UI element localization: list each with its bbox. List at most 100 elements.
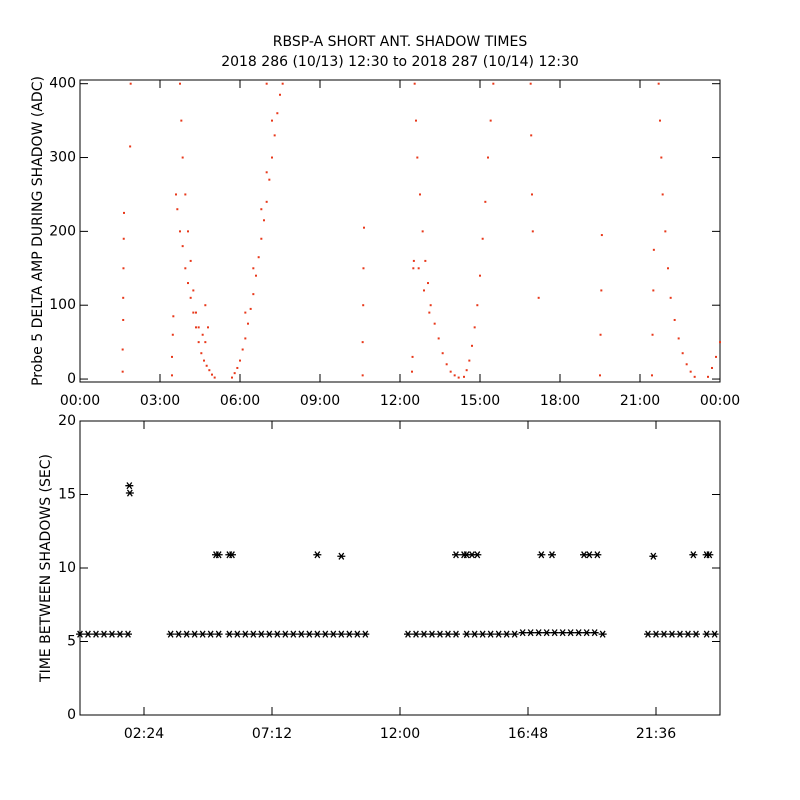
data-point — [644, 630, 652, 638]
data-point — [166, 630, 175, 638]
data-point — [465, 369, 468, 372]
data-point — [179, 230, 181, 233]
data-point — [116, 630, 124, 638]
y-axis-label: Probe 5 DELTA AMP DURING SHADOW (ADC) — [30, 76, 46, 386]
x-tick-label: 18:00 — [540, 393, 580, 409]
x-tick-label: 09:00 — [300, 393, 340, 409]
data-point — [273, 134, 276, 137]
data-point — [470, 630, 479, 638]
data-point — [452, 551, 460, 559]
data-point — [468, 359, 471, 362]
chart-subtitle: 2018 286 (10/13) 12:30 to 2018 287 (10/1… — [221, 54, 579, 70]
data-point — [225, 630, 234, 638]
data-point — [297, 630, 306, 638]
data-point — [566, 629, 575, 637]
data-point — [692, 630, 700, 638]
data-point — [180, 119, 183, 122]
data-point — [362, 267, 365, 270]
data-point — [659, 119, 661, 122]
data-point — [192, 311, 195, 314]
data-point — [361, 630, 370, 638]
data-point — [668, 630, 676, 638]
data-point — [353, 630, 362, 638]
data-point — [489, 119, 492, 122]
data-point — [664, 230, 667, 233]
data-point — [313, 630, 322, 638]
data-point — [244, 337, 247, 340]
x-tick-label: 06:00 — [220, 393, 260, 409]
data-point — [363, 226, 365, 229]
data-point — [667, 267, 669, 270]
data-point — [281, 82, 284, 85]
data-point — [600, 234, 603, 237]
data-point — [428, 311, 431, 314]
y-tick-label: 400 — [49, 76, 76, 92]
data-point — [187, 230, 189, 233]
data-point — [181, 156, 184, 159]
data-point — [182, 630, 191, 638]
data-point — [233, 630, 242, 638]
data-point — [502, 630, 511, 638]
data-point — [411, 355, 414, 358]
data-point — [361, 341, 364, 344]
x-tick-label: 07:12 — [252, 726, 292, 742]
data-point — [600, 289, 603, 292]
data-point — [424, 259, 427, 262]
data-point — [715, 355, 717, 358]
data-point — [681, 352, 684, 355]
data-point — [415, 119, 417, 122]
y-tick-label: 20 — [58, 413, 76, 429]
data-point — [125, 482, 134, 490]
data-point — [252, 293, 255, 296]
data-point — [84, 630, 92, 638]
data-point — [181, 245, 184, 248]
data-point — [590, 629, 599, 637]
data-point — [121, 348, 124, 351]
data-point — [693, 375, 696, 378]
data-point — [189, 296, 192, 299]
data-point — [476, 304, 479, 307]
data-point — [92, 630, 100, 638]
data-point — [337, 552, 346, 560]
data-point — [249, 307, 252, 310]
data-point — [412, 267, 415, 270]
x-tick-label: 21:00 — [620, 393, 660, 409]
data-point — [702, 630, 711, 638]
data-point — [100, 630, 108, 638]
data-point — [208, 369, 211, 372]
data-point — [203, 359, 205, 362]
data-point — [710, 630, 719, 638]
data-point — [433, 322, 436, 325]
data-point — [179, 82, 181, 85]
data-point — [273, 630, 282, 638]
data-point — [201, 333, 204, 336]
data-point — [651, 374, 653, 377]
data-point — [661, 193, 664, 196]
data-point — [676, 630, 684, 638]
data-point — [257, 256, 260, 259]
data-point — [197, 341, 200, 344]
data-point — [236, 366, 239, 369]
data-point — [211, 373, 213, 376]
data-point — [265, 200, 268, 203]
data-point — [598, 630, 607, 638]
data-point — [484, 200, 487, 203]
data-point — [427, 282, 429, 285]
data-point — [175, 193, 177, 196]
data-point — [457, 376, 460, 379]
data-point — [184, 267, 187, 270]
data-point — [478, 630, 487, 638]
chart-title: RBSP-A SHORT ANT. SHADOW TIMES — [273, 34, 528, 50]
data-point — [172, 315, 175, 318]
data-point — [599, 374, 601, 377]
data-point — [471, 344, 473, 347]
y-tick-label: 300 — [49, 150, 76, 166]
data-point — [445, 363, 448, 366]
data-point — [260, 237, 263, 240]
data-point — [214, 551, 223, 559]
x-tick-label: 02:24 — [124, 726, 164, 742]
x-tick-label: 00:00 — [700, 393, 740, 409]
data-point — [486, 630, 495, 638]
data-point — [531, 193, 533, 196]
